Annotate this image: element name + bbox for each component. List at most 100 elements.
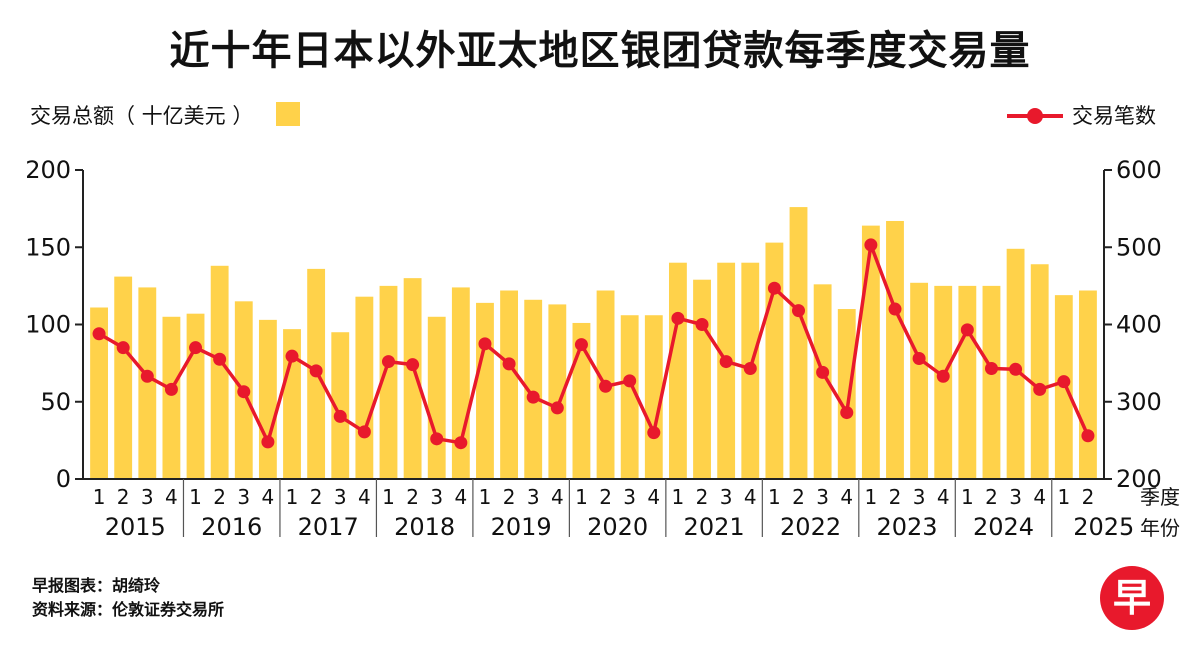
quarter-label: 4 xyxy=(262,485,275,509)
credit-author: 早报图表：胡绮玲 xyxy=(32,576,161,595)
right-tick-label: 400 xyxy=(1116,311,1162,339)
quarter-label: 3 xyxy=(1009,485,1022,509)
line-point xyxy=(1009,362,1023,376)
bar xyxy=(379,285,398,479)
bar xyxy=(548,304,567,479)
credit-source: 资料来源：伦敦证券交易所 xyxy=(32,600,225,619)
quarter-label: 2 xyxy=(117,485,130,509)
quarter-label: 2 xyxy=(985,485,998,509)
quarter-label: 4 xyxy=(358,485,371,509)
quarter-label: 3 xyxy=(237,485,250,509)
line-point xyxy=(454,436,468,450)
bar xyxy=(765,242,784,479)
quarter-label: 1 xyxy=(93,485,106,509)
bar xyxy=(644,315,663,479)
zaobao-logo: 早 xyxy=(1100,566,1164,630)
bar xyxy=(355,296,374,479)
line-point xyxy=(767,281,781,295)
quarter-label: 3 xyxy=(430,485,443,509)
line-point xyxy=(189,341,203,355)
line-point xyxy=(381,355,395,369)
line-point xyxy=(743,362,757,376)
quarter-label: 1 xyxy=(575,485,588,509)
quarter-label: 2 xyxy=(792,485,805,509)
quarter-label: 4 xyxy=(744,485,757,509)
quarter-label: 1 xyxy=(189,485,202,509)
year-label: 2018 xyxy=(394,513,455,541)
bar xyxy=(138,287,157,479)
quarter-label: 4 xyxy=(937,485,950,509)
bar xyxy=(910,282,929,479)
bar xyxy=(693,279,711,479)
left-tick-label: 50 xyxy=(40,388,71,416)
bar xyxy=(886,220,904,480)
quarter-label: 4 xyxy=(1033,485,1046,509)
year-axis-unit: 年份 xyxy=(1140,516,1180,540)
quarter-label: 1 xyxy=(768,485,781,509)
bar xyxy=(403,278,422,479)
line-point xyxy=(237,385,251,399)
right-tick-label: 200 xyxy=(1116,465,1162,493)
bar xyxy=(789,207,808,479)
line-point xyxy=(671,311,685,325)
line-point xyxy=(864,238,878,252)
line-legend-swatch xyxy=(1007,108,1063,124)
line-point xyxy=(599,379,613,393)
line-point xyxy=(574,338,588,352)
quarter-label: 3 xyxy=(816,485,829,509)
line-point xyxy=(647,426,661,440)
bar xyxy=(331,332,350,479)
line-point xyxy=(406,358,420,372)
right-tick-label: 500 xyxy=(1116,233,1162,261)
quarter-label: 1 xyxy=(672,485,685,509)
bar xyxy=(572,322,591,479)
line-point xyxy=(261,435,275,449)
line-point xyxy=(792,304,806,318)
year-label: 2021 xyxy=(684,513,745,541)
line-point xyxy=(912,351,926,365)
year-label: 2020 xyxy=(587,513,648,541)
line-point xyxy=(816,365,830,379)
quarter-axis-unit: 季度 xyxy=(1140,485,1180,509)
left-tick-label: 150 xyxy=(25,233,71,261)
page-title: 近十年日本以外亚太地区银团贷款每季度交易量 xyxy=(169,28,1031,74)
bar xyxy=(186,313,205,479)
year-label: 2019 xyxy=(491,513,552,541)
quarter-label: 1 xyxy=(865,485,878,509)
year-label: 2023 xyxy=(877,513,938,541)
year-label: 2017 xyxy=(298,513,359,541)
line-point xyxy=(430,432,444,446)
line-point xyxy=(309,364,323,378)
line-point xyxy=(888,302,902,316)
line-point xyxy=(840,406,854,420)
quarter-label: 3 xyxy=(720,485,733,509)
year-label: 2015 xyxy=(105,513,166,541)
quarter-label: 1 xyxy=(286,485,299,509)
line-point xyxy=(92,327,106,341)
quarter-label: 2 xyxy=(406,485,419,509)
right-tick-label: 600 xyxy=(1116,156,1162,184)
quarter-label: 2 xyxy=(696,485,709,509)
year-label: 2022 xyxy=(780,513,841,541)
quarter-label: 4 xyxy=(647,485,660,509)
line-point xyxy=(1057,375,1071,389)
line-legend-label: 交易笔数 xyxy=(1072,104,1156,128)
bar xyxy=(451,287,470,479)
line-point xyxy=(213,352,227,366)
quarter-label: 3 xyxy=(913,485,926,509)
quarter-label: 1 xyxy=(1057,485,1070,509)
bar xyxy=(162,316,181,479)
line-point xyxy=(623,374,637,388)
quarter-label: 2 xyxy=(503,485,516,509)
quarter-label: 3 xyxy=(334,485,347,509)
line-point xyxy=(1033,382,1047,396)
quarter-label: 2 xyxy=(599,485,612,509)
line-point xyxy=(116,341,130,355)
bar xyxy=(1079,290,1097,479)
bar xyxy=(837,309,856,479)
bar xyxy=(258,319,277,479)
bar xyxy=(982,285,1001,479)
line-point xyxy=(478,337,492,351)
bar xyxy=(958,285,977,479)
quarter-label: 2 xyxy=(213,485,226,509)
